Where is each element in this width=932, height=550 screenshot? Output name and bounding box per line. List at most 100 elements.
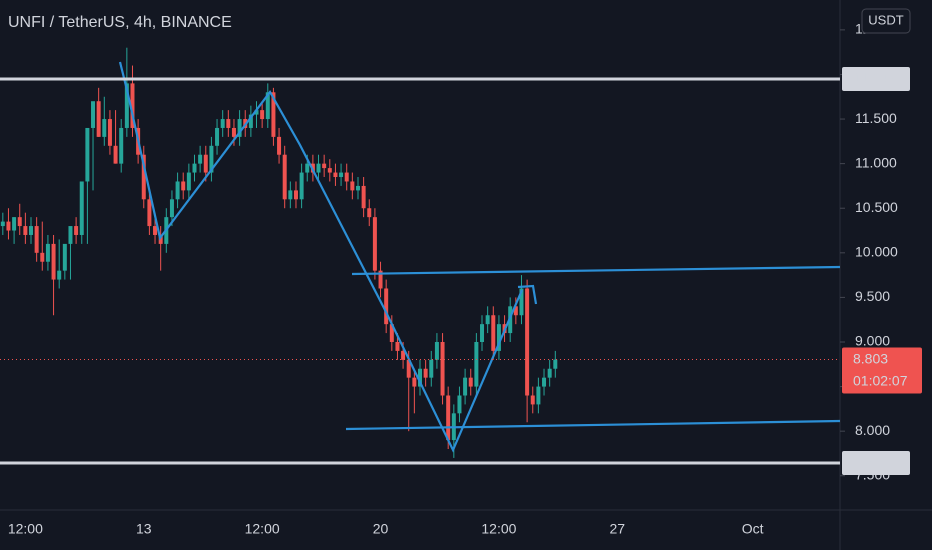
candle-body: [344, 172, 349, 182]
candle-body: [158, 234, 163, 244]
x-tick-label: 27: [610, 521, 626, 537]
x-tick-label: 20: [373, 521, 389, 537]
y-tick-label: 11.000: [855, 154, 897, 170]
candle-body: [0, 221, 5, 227]
candle-body: [113, 145, 118, 164]
candle-body: [192, 163, 197, 173]
candle-body: [474, 341, 479, 387]
candle-body: [389, 324, 394, 342]
candle-body: [305, 163, 310, 173]
candle-body: [51, 243, 56, 280]
y-tick-label: 10.000: [855, 244, 898, 260]
candle-body: [265, 92, 270, 120]
trend-drawings: [118, 61, 841, 453]
trend-line: [118, 61, 524, 453]
trend-line: [345, 419, 841, 431]
candle-body: [254, 110, 259, 115]
candle-body: [79, 181, 84, 235]
candle-body: [119, 127, 124, 164]
candle-body: [491, 315, 496, 351]
candle-body: [378, 270, 383, 289]
candle-body: [186, 172, 191, 191]
candle-body: [339, 172, 344, 178]
chart-title: UNFI / TetherUS, 4h, BINANCE: [8, 14, 232, 31]
candle-body: [271, 92, 276, 137]
candle-body: [141, 154, 146, 200]
currency-label[interactable]: USDT: [868, 12, 903, 27]
candle-body: [463, 377, 468, 396]
candle-body: [34, 226, 39, 253]
candle-body: [57, 270, 62, 280]
candle-body: [468, 377, 473, 387]
candle-body: [153, 226, 158, 235]
candle-body: [175, 181, 180, 200]
candle-body: [485, 315, 490, 325]
candle-body: [519, 288, 524, 316]
trend-line: [351, 265, 841, 276]
candle-body: [406, 359, 411, 378]
candle-body: [293, 190, 298, 200]
y-tick-label: 8.000: [855, 422, 890, 438]
candle-body: [367, 208, 372, 218]
candle-body: [45, 243, 50, 262]
candle-body: [333, 172, 338, 178]
candle-body: [62, 243, 67, 271]
candle-body: [203, 154, 208, 173]
candle-body: [384, 288, 389, 325]
y-tick-label: 9.000: [855, 333, 890, 349]
candle-body: [316, 163, 321, 173]
candle-body: [277, 136, 282, 155]
candle-body: [107, 119, 112, 146]
candle-body: [327, 168, 332, 173]
candle-body: [85, 127, 90, 182]
candle-body: [457, 395, 462, 414]
candle-body: [395, 341, 400, 351]
level-label-bg: [842, 451, 910, 476]
candle-body: [248, 114, 253, 128]
candle-body: [40, 252, 45, 262]
candle-body: [124, 83, 129, 128]
candle-body: [181, 181, 186, 191]
candle-body: [434, 341, 439, 360]
y-tick-label: 9.500: [855, 288, 890, 304]
candle-body: [260, 110, 265, 120]
candle-body: [288, 190, 293, 200]
candle-body: [423, 368, 428, 378]
x-tick-label: 12:00: [481, 521, 516, 537]
candle-body: [12, 217, 17, 231]
candle-body: [102, 119, 107, 137]
level-label-bg: [842, 67, 910, 92]
candle-body: [231, 127, 236, 137]
y-tick-label: 10.500: [855, 199, 898, 215]
candle-body: [355, 185, 360, 191]
countdown-label: 01:02:07: [853, 372, 908, 388]
candle-body: [553, 359, 558, 369]
candle-body: [17, 217, 22, 227]
x-tick-label: 12:00: [245, 521, 280, 537]
x-tick-label: 12:00: [8, 521, 43, 537]
candle-body: [282, 154, 287, 200]
candle-body: [401, 350, 406, 360]
candle-body: [130, 83, 135, 128]
candle-body: [169, 199, 174, 218]
candle-body: [418, 368, 422, 387]
candle-body: [496, 324, 501, 351]
candle-body: [226, 119, 231, 128]
candle-body: [209, 145, 214, 173]
last-price-bg: [842, 347, 922, 394]
candle-body: [536, 386, 541, 405]
candle-body: [412, 377, 417, 387]
candle-body: [237, 119, 242, 137]
trend-line: [517, 284, 538, 305]
candle-body: [372, 217, 377, 271]
candle-body: [361, 185, 366, 209]
candle-body: [446, 395, 451, 441]
candle-body: [547, 368, 552, 378]
candle-body: [542, 377, 547, 387]
last-price-label: 8.803: [853, 350, 888, 366]
candle-body: [198, 154, 203, 164]
candle-body: [147, 199, 152, 227]
currency-button[interactable]: [861, 8, 911, 34]
candle-body: [96, 101, 101, 137]
